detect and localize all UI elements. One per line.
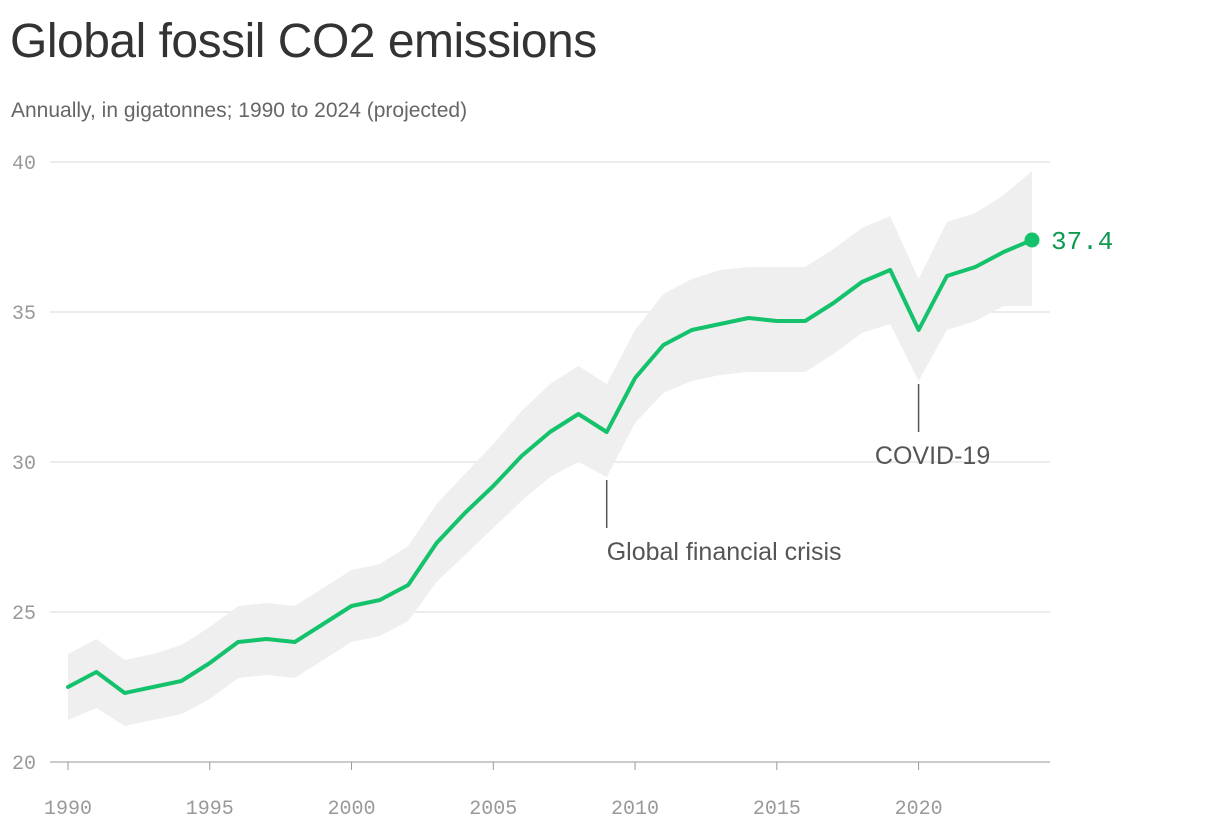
y-tick-label-40: 40: [12, 153, 36, 176]
chart-subtitle: Annually, in gigatonnes; 1990 to 2024 (p…: [11, 99, 468, 122]
series-line: [66, 238, 1034, 695]
x-tick-label-2005: 2005: [469, 798, 517, 821]
annotation-layer: Global financial crisis COVID-19: [605, 384, 990, 566]
annotation-label-1: COVID-19: [875, 442, 990, 470]
x-tick-label-2020: 2020: [895, 798, 943, 821]
series-line-layer: 37.4: [66, 227, 1113, 695]
x-tick-label-2010: 2010: [611, 798, 659, 821]
x-tick-label-2015: 2015: [753, 798, 801, 821]
annotation-label-0: Global financial crisis: [607, 538, 842, 566]
y-tick-label-35: 35: [12, 303, 36, 326]
y-tick-label-25: 25: [12, 603, 36, 626]
uncertainty-band: [68, 171, 1032, 726]
y-tick-label-20: 20: [12, 753, 36, 776]
x-tick-label-2000: 2000: [328, 798, 376, 821]
uncertainty-band-layer: [68, 171, 1032, 726]
y-tick-label-30: 30: [12, 453, 36, 476]
x-tick-label-1990: 1990: [44, 798, 92, 821]
x-tick-label-1995: 1995: [186, 798, 234, 821]
chart-title: Global fossil CO2 emissions: [10, 15, 597, 68]
last-value-label: 37.4: [1051, 227, 1113, 257]
last-point-marker: [1024, 232, 1040, 248]
axis-layer: 20 25 30 35 40 1990 1995 2000 2005 2010 2015 2020: [12, 153, 1050, 821]
